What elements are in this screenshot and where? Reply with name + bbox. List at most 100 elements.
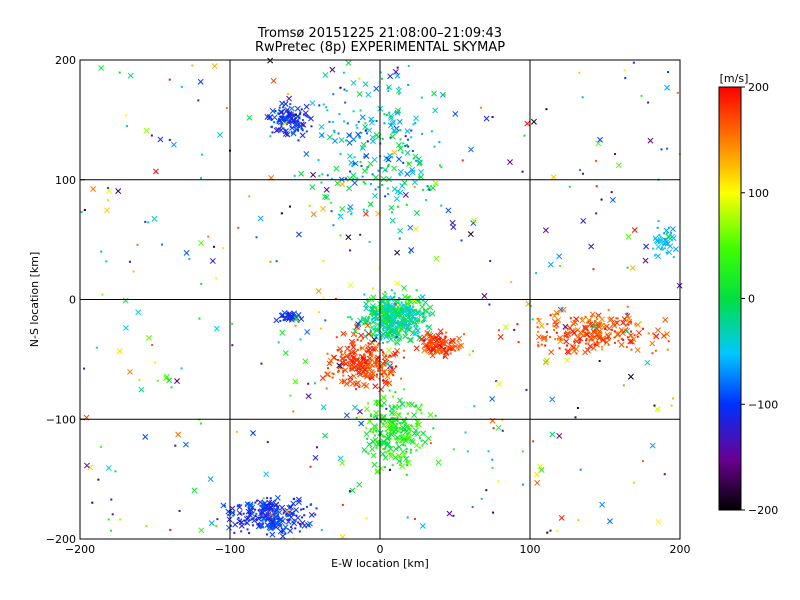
data-point-dot [199, 422, 202, 425]
data-point-cross [142, 433, 149, 440]
data-point-cross [391, 127, 398, 134]
data-point-dot [368, 378, 371, 381]
data-point-cross [290, 130, 297, 137]
data-point-dot [369, 333, 372, 336]
data-point-dot [349, 134, 352, 137]
data-point-dot [357, 120, 360, 123]
data-point-cross [298, 170, 305, 177]
data-point-dot [360, 131, 363, 134]
data-point-cross [583, 325, 590, 332]
data-point-dot [291, 521, 294, 524]
data-point-dot [428, 312, 431, 315]
data-point-cross [273, 502, 280, 509]
data-point-dot [381, 373, 384, 376]
data-point-cross [157, 136, 164, 143]
data-point-dot [348, 490, 351, 493]
data-point-dot [168, 78, 171, 81]
data-point-cross [284, 131, 291, 138]
data-point-dot [301, 119, 304, 122]
data-point-dot [255, 236, 258, 239]
data-point-dot [153, 361, 156, 364]
data-point-cross [394, 280, 401, 287]
data-point-dot [473, 405, 476, 408]
data-point-cross [524, 120, 531, 127]
data-point-dot [384, 430, 387, 433]
data-point-dot [413, 309, 416, 312]
data-point-cross [336, 362, 343, 369]
data-point-dot [342, 374, 345, 377]
data-point-cross [305, 393, 312, 400]
data-point-cross [380, 422, 387, 429]
data-point-cross [372, 174, 379, 181]
data-point-cross [388, 314, 394, 321]
data-point-dot [393, 305, 396, 308]
data-point-dot [265, 513, 268, 516]
data-point-dot [421, 132, 424, 135]
data-point-cross [351, 364, 358, 371]
data-point-dot [589, 323, 592, 326]
data-point-dot [293, 174, 296, 177]
data-point-dot [429, 442, 432, 445]
data-point-dot [407, 64, 410, 67]
data-point-dot [265, 506, 268, 509]
data-point-dot [342, 363, 345, 366]
data-point-dot [377, 440, 380, 443]
data-point-dot [332, 93, 335, 96]
data-point-dot [558, 347, 561, 350]
data-point-dot [390, 361, 393, 364]
data-point-cross [362, 81, 369, 88]
data-point-cross [665, 233, 672, 240]
data-point-cross [555, 316, 562, 323]
data-point-dot [553, 328, 556, 331]
data-point-dot [200, 282, 203, 285]
data-point-cross [644, 359, 651, 366]
data-point-cross [607, 317, 614, 324]
data-point-dot [107, 187, 110, 190]
data-point-dot [258, 524, 261, 527]
data-point-cross [430, 345, 437, 352]
data-point-cross [291, 310, 298, 317]
data-point-dot [647, 332, 650, 335]
data-point-dot [591, 315, 594, 318]
data-point-dot [300, 108, 303, 111]
data-point-dot [107, 199, 110, 202]
data-point-dot [386, 187, 389, 190]
data-point-dot [460, 239, 463, 242]
data-point-dot [282, 106, 285, 109]
data-point-cross [333, 165, 340, 172]
data-point-dot [251, 524, 254, 527]
data-point-cross [232, 521, 239, 528]
data-point-dot [358, 135, 361, 138]
data-point-dot [119, 518, 122, 521]
data-point-dot [442, 356, 445, 359]
data-point-dot [368, 376, 371, 379]
data-point-cross [496, 381, 503, 387]
data-point-cross [595, 140, 602, 147]
data-point-dot [537, 317, 540, 320]
data-point-dot [290, 526, 293, 529]
data-point-cross [282, 350, 289, 356]
data-point-dot [307, 115, 310, 118]
data-point-cross [573, 316, 580, 323]
data-point-dot [361, 337, 364, 340]
data-point-cross [197, 78, 204, 85]
data-point-dot [362, 322, 365, 325]
data-point-dot [501, 429, 504, 432]
data-point-cross [352, 328, 359, 335]
data-point-cross [414, 431, 421, 438]
data-point-cross [274, 494, 281, 501]
data-point-cross [625, 233, 632, 240]
data-point-dot [582, 327, 585, 330]
data-point-dot [406, 516, 409, 519]
data-point-cross [655, 327, 661, 334]
data-point-dot [332, 224, 335, 227]
data-point-dot [390, 289, 393, 292]
data-point-dot [374, 188, 377, 191]
data-point-dot [262, 501, 265, 504]
data-point-dot [442, 343, 445, 346]
data-point-dot [368, 362, 371, 365]
data-point-dot [436, 349, 439, 352]
data-point-dot [320, 529, 323, 532]
data-point-dot [262, 497, 265, 500]
data-point-cross [380, 438, 387, 445]
